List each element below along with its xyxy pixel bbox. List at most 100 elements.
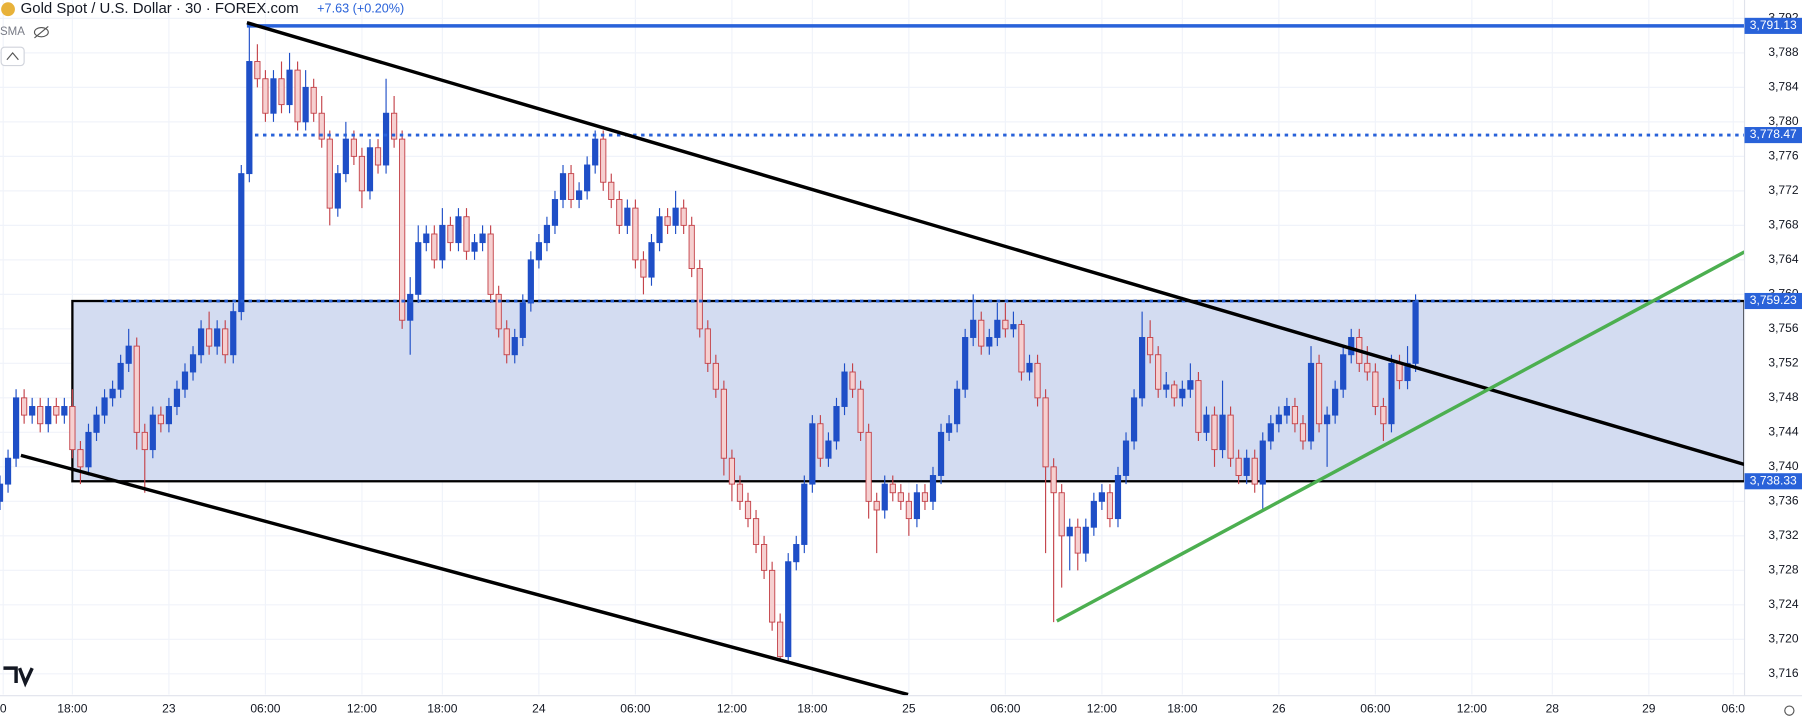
candle-body [1187,380,1194,390]
price-badge [1744,127,1802,144]
candle-body [841,371,848,407]
candle-body [310,86,317,114]
candle-body [567,173,575,200]
candle-body [954,388,961,425]
price-badge-label: 3,791.13 [1750,18,1797,32]
visibility-icon[interactable] [33,26,49,39]
x-tick-label: 06:00 [990,702,1020,716]
candle-body [125,345,132,364]
candle-body [157,414,164,425]
candle-body [905,500,912,520]
time-axis-bg [0,695,1802,721]
candle-body [117,362,124,390]
candle-body [45,406,52,425]
candle-body [656,216,663,244]
candle-body [1372,371,1379,407]
y-tick-label: 3,736 [1768,494,1798,508]
candle-body [680,207,687,226]
price-change: +7.63 (+0.20%) [317,2,404,16]
candle-body [1283,406,1290,416]
settings-button[interactable] [1784,705,1795,716]
candle-body [889,483,896,494]
candle-body [455,216,462,244]
y-tick-label: 3,740 [1768,459,1798,473]
candle-body [431,233,438,261]
candle-body [937,431,945,476]
candle-body [12,397,20,459]
candle-body [181,371,189,390]
candle-body [1259,440,1266,485]
candle-body [1122,440,1130,476]
range-box [71,299,1746,483]
candle-body [1066,526,1073,537]
candle-body [777,621,784,658]
symbol-icon [1,2,15,17]
candle-body [857,388,864,433]
price-axis-bg [1744,0,1802,721]
x-tick-label: 12:00 [347,702,377,716]
candle-body [350,138,357,157]
candle-body [230,311,237,356]
candle-body [1332,388,1339,416]
y-tick-label: 3,732 [1768,528,1798,542]
candle-body [1243,457,1250,476]
candle-body [302,86,309,123]
x-tick-label: 28 [1546,702,1560,716]
candle-body [704,328,711,364]
y-tick-label: 3,764 [1768,252,1798,266]
x-tick-label: 26 [1272,702,1286,716]
candle-body [825,440,832,459]
x-tick-label: 12:00 [1087,702,1117,716]
trend-line [246,21,1746,467]
candle-body [149,414,156,451]
candle-body [471,242,478,252]
candle-body [206,328,213,347]
x-tick-label: 25 [902,702,916,716]
candle-body [286,69,293,106]
candle-body [21,397,28,416]
candle-body [278,78,285,106]
candle-body [0,483,4,502]
candle-body [366,147,374,192]
candle-body [575,190,583,200]
candle-body [1412,300,1419,364]
logo [3,666,34,688]
candle-body [1058,492,1065,537]
candle-body [495,293,502,330]
candle-body [1114,475,1122,520]
x-tick-label: 24 [532,702,546,716]
candle-body [447,224,454,244]
candle-body [318,112,325,140]
candle-body [1130,397,1138,442]
candle-body [1002,319,1009,330]
candle-body [1267,423,1274,442]
candle-body [1340,354,1347,390]
candle-body [1315,362,1323,425]
collapse-button[interactable] [0,46,25,67]
candle-body [101,397,108,416]
x-tick-label: 29 [1642,702,1656,716]
candle-body [391,112,398,140]
candle-body [640,259,647,278]
candle-body [85,431,92,468]
candle-body [326,138,333,209]
candle-body [1106,492,1114,520]
candle-body [29,406,36,416]
candle-body [439,224,446,261]
y-tick-label: 3,716 [1768,666,1798,680]
candle-body [141,431,148,451]
candle-body [608,181,615,200]
candle-body [197,328,205,356]
candle-body [93,414,100,433]
candle-body [921,492,929,502]
candle-body [1251,457,1258,485]
candle-body [616,199,623,226]
candle-body [897,492,904,502]
candle-body [1291,406,1299,425]
candle-body [648,242,655,278]
candle-body [962,337,969,390]
candle-body [109,388,116,399]
x-tick-label: 18:00 [57,702,87,716]
candle-body [1324,414,1331,425]
candle-body [712,362,719,390]
